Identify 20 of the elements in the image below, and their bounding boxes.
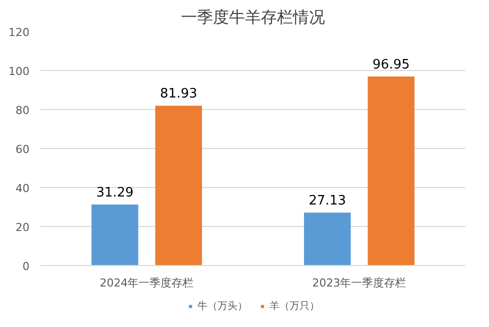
- data-label: 31.29: [96, 185, 134, 200]
- y-tick-label: 120: [8, 26, 30, 39]
- y-tick-label: 100: [8, 65, 30, 78]
- data-label: 96.95: [372, 57, 410, 72]
- bar: [155, 106, 202, 266]
- chart-title: 一季度牛羊存栏情况: [181, 8, 325, 26]
- data-label: 27.13: [308, 194, 346, 209]
- y-tick-label: 20: [16, 221, 30, 234]
- x-tick-label: 2023年一季度存栏: [312, 276, 406, 290]
- x-tick-label: 2024年一季度存栏: [100, 276, 194, 290]
- bar: [304, 212, 351, 266]
- y-tick-label: 40: [16, 182, 30, 195]
- data-label: 81.93: [160, 86, 198, 102]
- legend-label: 牛（万头）: [198, 300, 248, 313]
- legend-label: 羊（万只）: [270, 300, 320, 313]
- bar: [92, 204, 138, 266]
- y-tick-label: 60: [16, 143, 30, 156]
- bar: [368, 76, 414, 266]
- y-tick-label: 80: [16, 104, 30, 117]
- y-tick-label: 0: [22, 260, 30, 273]
